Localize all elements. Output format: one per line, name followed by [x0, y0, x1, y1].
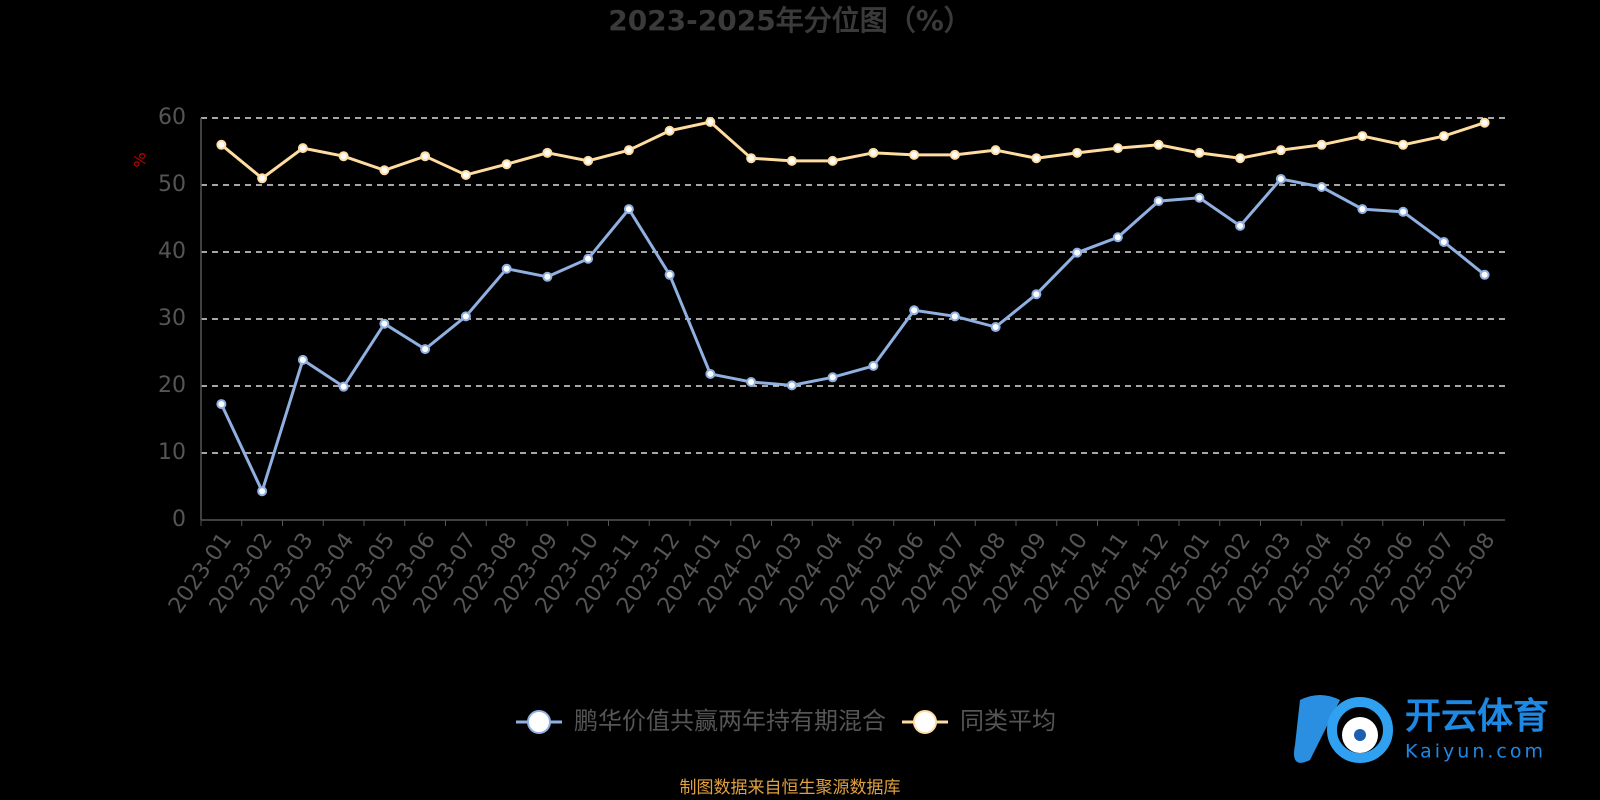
watermark-site: Kaiyun.com	[1405, 741, 1546, 763]
legend-marker[interactable]	[913, 710, 937, 734]
data-point	[460, 311, 471, 322]
data-point	[664, 125, 675, 136]
chart-title: 2023-2025年分位图（%）	[608, 4, 972, 37]
data-point	[1153, 139, 1164, 150]
legend-label[interactable]: 鹏华价值共赢两年持有期混合	[574, 707, 886, 735]
data-point	[1357, 131, 1368, 142]
data-point	[1398, 206, 1409, 217]
data-point	[379, 318, 390, 329]
data-point	[257, 486, 268, 497]
data-point	[1479, 269, 1490, 280]
data-point	[746, 153, 757, 164]
data-point	[786, 380, 797, 391]
data-point	[542, 147, 553, 158]
data-point	[1275, 173, 1286, 184]
data-point	[705, 117, 716, 128]
source-note: 制图数据来自恒生聚源数据库	[680, 778, 901, 798]
y-tick-label: 40	[158, 239, 186, 264]
data-point	[1398, 139, 1409, 150]
y-tick-label: 50	[158, 172, 186, 197]
data-point	[1031, 153, 1042, 164]
series-line	[220, 177, 1486, 496]
data-point	[868, 147, 879, 158]
data-point	[1438, 236, 1449, 247]
data-point	[990, 145, 1001, 156]
data-point	[623, 204, 634, 215]
data-point	[1438, 131, 1449, 142]
watermark-name: 开云体育	[1405, 696, 1549, 737]
data-point	[909, 305, 920, 316]
data-point	[1316, 139, 1327, 150]
data-point	[1072, 247, 1083, 258]
data-point	[420, 344, 431, 355]
data-point	[460, 169, 471, 180]
data-point	[1357, 204, 1368, 215]
y-tick-label: 30	[158, 306, 186, 331]
data-point	[1153, 196, 1164, 207]
data-point	[216, 399, 227, 410]
data-point	[909, 149, 920, 160]
watermark-logo	[1294, 695, 1393, 763]
data-point	[257, 173, 268, 184]
data-point	[338, 151, 349, 162]
data-point	[379, 165, 390, 176]
data-point	[1031, 289, 1042, 300]
y-tick-label: 60	[158, 105, 186, 130]
data-point	[216, 139, 227, 150]
data-point	[705, 368, 716, 379]
data-point	[868, 360, 879, 371]
y-tick-label: 10	[158, 440, 186, 465]
data-point	[338, 381, 349, 392]
data-point	[1235, 220, 1246, 231]
data-point	[1194, 192, 1205, 203]
data-point	[827, 372, 838, 383]
data-point	[542, 271, 553, 282]
data-point	[583, 253, 594, 264]
data-point	[949, 149, 960, 160]
data-point	[1316, 182, 1327, 193]
data-point	[786, 155, 797, 166]
data-point	[1194, 147, 1205, 158]
data-point	[746, 376, 757, 387]
y-axis-label: %	[131, 152, 150, 167]
series-line	[220, 120, 1486, 181]
data-point	[297, 354, 308, 365]
data-point	[583, 155, 594, 166]
data-point	[501, 263, 512, 274]
data-point	[420, 151, 431, 162]
data-point	[949, 311, 960, 322]
legend-marker[interactable]	[527, 710, 551, 734]
data-point	[664, 269, 675, 280]
data-point	[1275, 145, 1286, 156]
data-point	[297, 143, 308, 154]
data-point	[990, 322, 1001, 333]
data-point	[1112, 143, 1123, 154]
data-point	[501, 159, 512, 170]
data-point	[1479, 117, 1490, 128]
data-point	[1235, 153, 1246, 164]
data-point	[1072, 147, 1083, 158]
data-point	[827, 155, 838, 166]
y-tick-label: 0	[172, 507, 186, 532]
y-tick-label: 20	[158, 373, 186, 398]
data-point	[1112, 232, 1123, 243]
legend-label[interactable]: 同类平均	[960, 707, 1056, 735]
data-point	[623, 145, 634, 156]
